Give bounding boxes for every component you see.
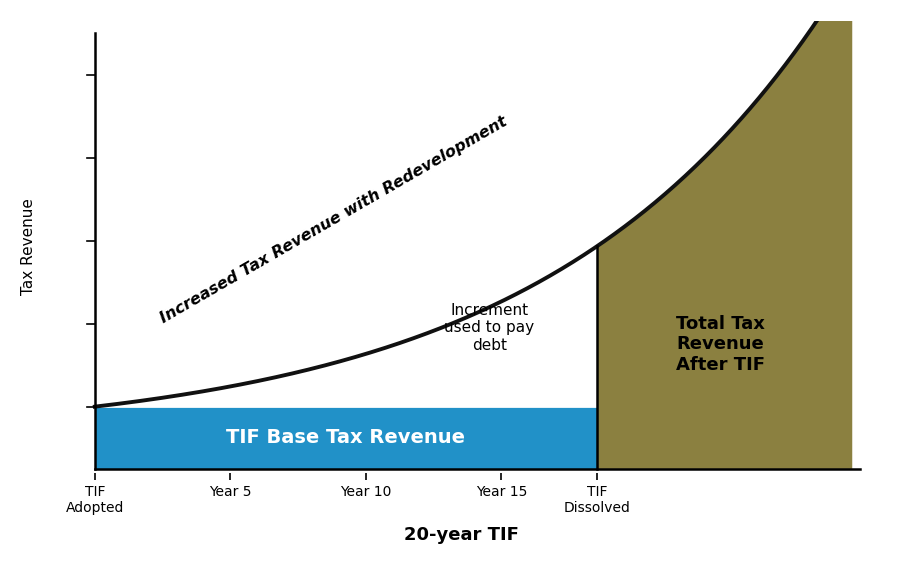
Bar bbox=[95, 407, 597, 469]
Polygon shape bbox=[597, 0, 852, 469]
Text: TIF Base Tax Revenue: TIF Base Tax Revenue bbox=[226, 428, 466, 447]
Y-axis label: Tax Revenue: Tax Revenue bbox=[21, 198, 36, 295]
X-axis label: 20-year TIF: 20-year TIF bbox=[405, 526, 519, 544]
Text: Increment
used to pay
debt: Increment used to pay debt bbox=[444, 303, 535, 353]
Text: Total Tax
Revenue
After TIF: Total Tax Revenue After TIF bbox=[676, 315, 765, 374]
Text: Increased Tax Revenue with Redevelopment: Increased Tax Revenue with Redevelopment bbox=[158, 114, 510, 326]
